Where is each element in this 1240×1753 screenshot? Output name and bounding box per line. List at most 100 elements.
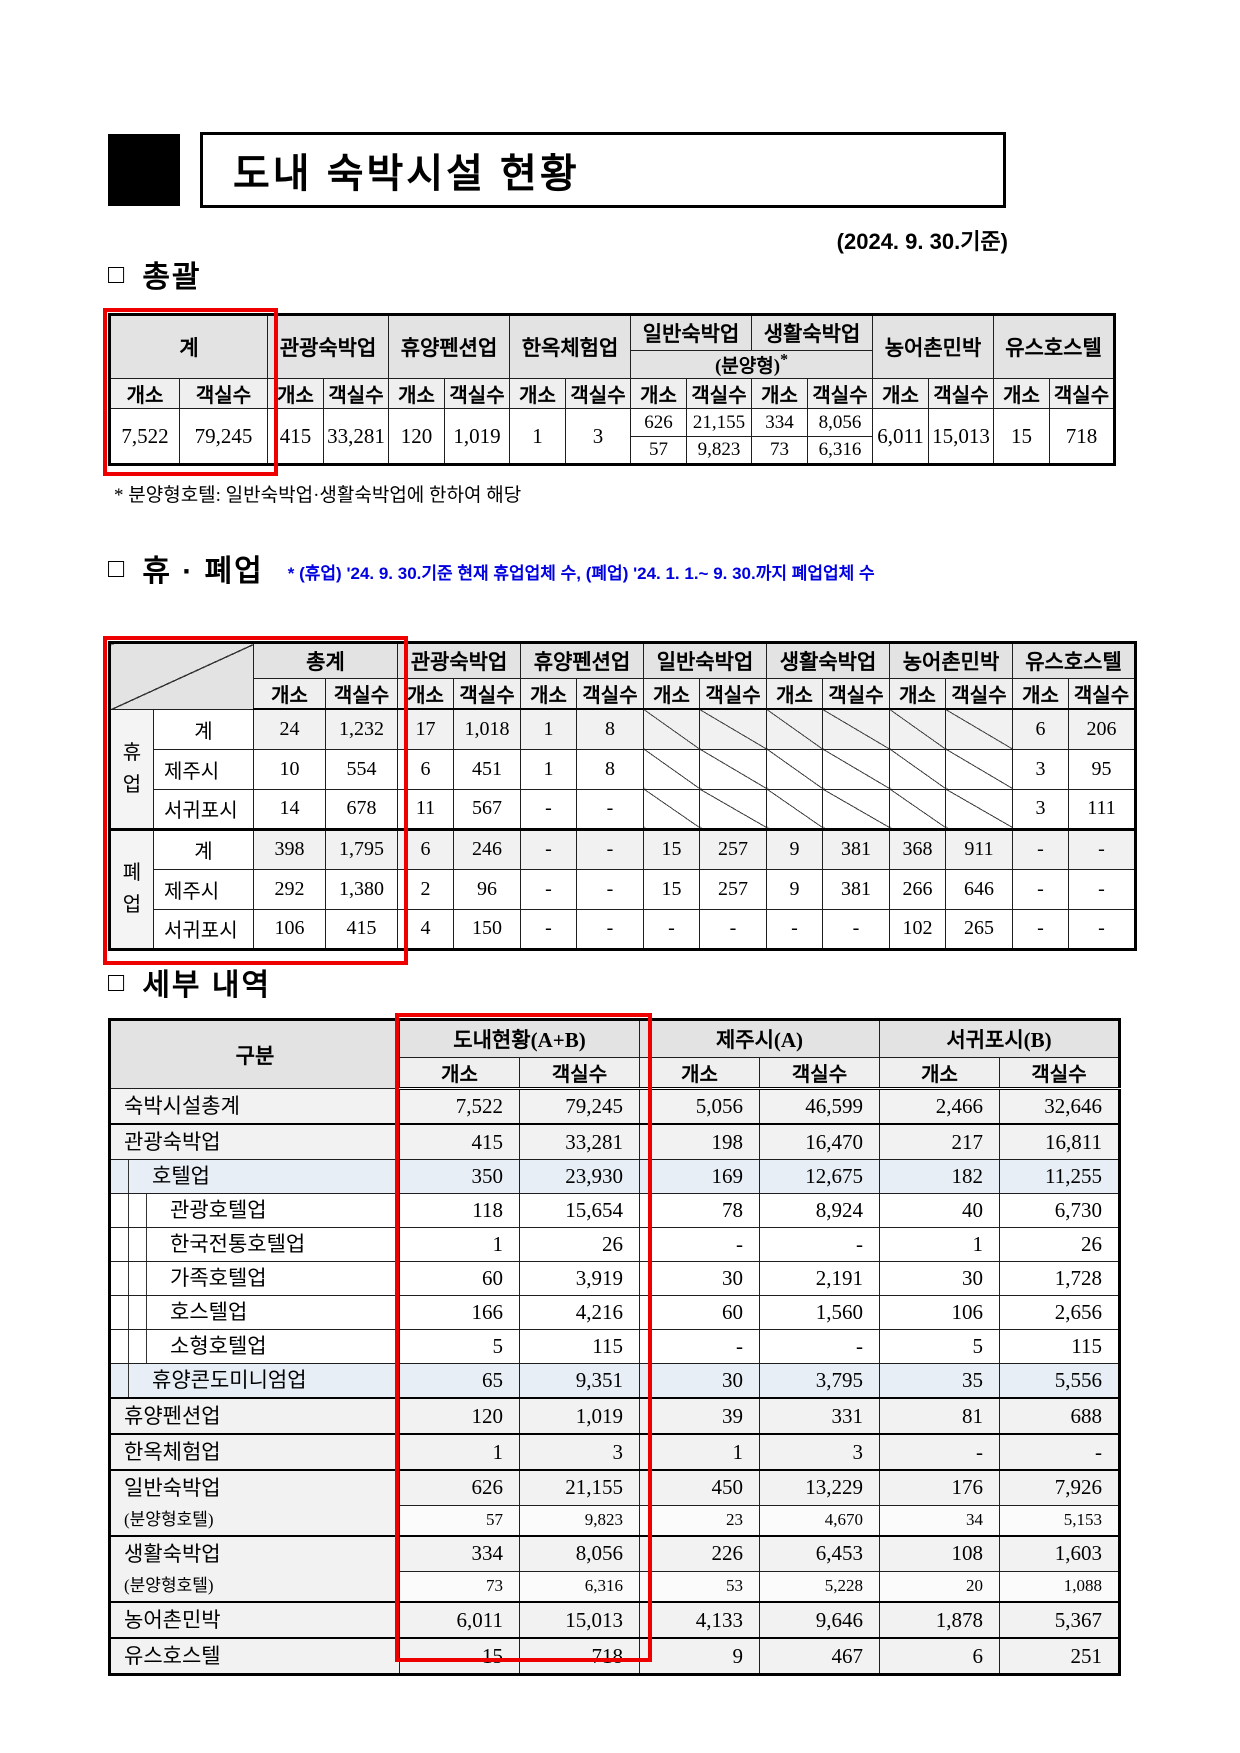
col-header: 개소 (766, 678, 823, 710)
row-header: 서귀포시 (153, 908, 254, 950)
cell: 1,380 (325, 868, 398, 910)
cell: 73 (770, 439, 789, 460)
table-row: 휴양콘도미니엄업 65 9,351 30 3,795 35 5,556 (109, 1363, 1120, 1399)
col-header: 객실수 (179, 378, 268, 409)
cell: 15,013 (519, 1601, 640, 1639)
cell: 1 (399, 1227, 520, 1262)
cell: 257 (699, 868, 767, 910)
table-row: 숙박시설총계 7,522 79,245 5,056 46,599 2,466 3… (109, 1088, 1120, 1125)
cell: 1,232 (325, 708, 398, 750)
cell: 4,670 (759, 1504, 880, 1537)
col-header: 객실수 (686, 378, 752, 409)
col-header: 객실수 (576, 678, 644, 710)
cell: - (639, 1227, 760, 1262)
cell: 102 (889, 908, 946, 950)
col-header: 객실수 (945, 678, 1013, 710)
cell: 567 (453, 788, 521, 830)
cell: 3,919 (519, 1261, 640, 1296)
cell: - (520, 868, 577, 910)
cell: 6 (1012, 708, 1069, 750)
cell: - (520, 788, 577, 830)
cell: 2 (397, 868, 454, 910)
cell: 106 (879, 1295, 1000, 1330)
col-header-grandtotal: 총계 (253, 642, 398, 679)
cell-not-applicable (643, 708, 700, 750)
cell: - (1012, 908, 1069, 950)
table-row: 한국전통호텔업 1 26 - - 1 26 (109, 1227, 1120, 1262)
cell: 9,823 (519, 1504, 640, 1537)
cell: 2,656 (999, 1295, 1120, 1330)
overview-section-heading: □ 총괄 (108, 252, 202, 296)
cell: 1 (879, 1227, 1000, 1262)
col-header: 객실수 (519, 1057, 640, 1090)
cell: 120 (388, 408, 445, 465)
cell: 21,155 (519, 1468, 640, 1506)
col-header: 객실수 (999, 1057, 1120, 1090)
col-header-youth: 유스호스텔 (1012, 642, 1136, 679)
cell: 9,823 (697, 439, 741, 460)
row-header: 제주시 (153, 748, 254, 790)
footnote-star: * (780, 351, 789, 369)
row-header: 제주시 (153, 868, 254, 910)
cell: - (822, 908, 890, 950)
cell: 8 (576, 708, 644, 750)
cell: 53 (639, 1570, 760, 1603)
cell: 334 (752, 410, 807, 437)
cell: 46,599 (759, 1088, 880, 1125)
cell: 626 (399, 1468, 520, 1506)
cell: 246 (453, 827, 521, 870)
cell-not-applicable (766, 748, 823, 790)
cell: 5,056 (639, 1088, 760, 1125)
col-header-seogwipo: 서귀포시(B) (879, 1019, 1120, 1058)
cell: 60 (639, 1295, 760, 1330)
row-header: 휴양콘도미니엄업 (109, 1363, 400, 1399)
cell: 398 (253, 827, 326, 870)
cell: - (576, 827, 644, 870)
row-group-pyeeop: 폐업 (109, 827, 154, 950)
cell: 81 (879, 1397, 1000, 1435)
table-row: 개소 객실수 개소 객실수 개소 객실수 개소 객실수 개소 객실수 개소 객실… (109, 378, 1115, 409)
cell: 11,255 (999, 1159, 1120, 1194)
table-row: 제주시 292 1,380 2 96 - - 15 257 9 381 266 … (110, 868, 1136, 910)
cell-not-applicable (643, 748, 700, 790)
row-header: 관광숙박업 (109, 1123, 400, 1160)
cell: 40 (879, 1193, 1000, 1228)
cell: 292 (253, 868, 326, 910)
cell: 206 (1068, 708, 1136, 750)
col-header: 객실수 (1068, 678, 1136, 710)
cell-split: 626 57 (630, 408, 687, 465)
cell: 1,878 (879, 1601, 1000, 1639)
cell-not-applicable (889, 748, 946, 790)
cell-not-applicable (822, 708, 890, 750)
row-header: 유스호스텔 (109, 1637, 400, 1675)
cell: 11 (397, 788, 454, 830)
cell: 7,926 (999, 1468, 1120, 1506)
cell: 350 (399, 1159, 520, 1194)
cell-not-applicable (766, 788, 823, 830)
cell: - (576, 788, 644, 830)
cell-not-applicable (699, 748, 767, 790)
cell: 169 (639, 1159, 760, 1194)
cell: 26 (519, 1227, 640, 1262)
cell: 23 (639, 1504, 760, 1537)
cell: 30 (879, 1261, 1000, 1296)
cell: 9 (639, 1637, 760, 1675)
cell: 415 (399, 1123, 520, 1160)
table-row: 휴양펜션업 120 1,019 39 331 81 688 (109, 1397, 1120, 1435)
col-header: 개소 (639, 1057, 760, 1090)
cell: 23,930 (519, 1159, 640, 1194)
detail-heading: 세부 내역 (142, 969, 272, 1002)
cell: 15,654 (519, 1193, 640, 1228)
row-group-hyueop: 휴업 (109, 708, 154, 830)
cell: - (643, 908, 700, 950)
col-header-province: 도내현황(A+B) (399, 1019, 640, 1058)
cell: 35 (879, 1363, 1000, 1399)
cell: 30 (639, 1363, 760, 1399)
closure-heading: 휴 · 폐업 (142, 555, 264, 588)
col-header: 개소 (388, 378, 445, 409)
cell: 15 (399, 1637, 520, 1675)
col-header: 개소 (253, 678, 326, 710)
col-header-bunyang: (분양형)* (630, 350, 873, 379)
cell: 1 (520, 748, 577, 790)
cell-not-applicable (699, 708, 767, 750)
